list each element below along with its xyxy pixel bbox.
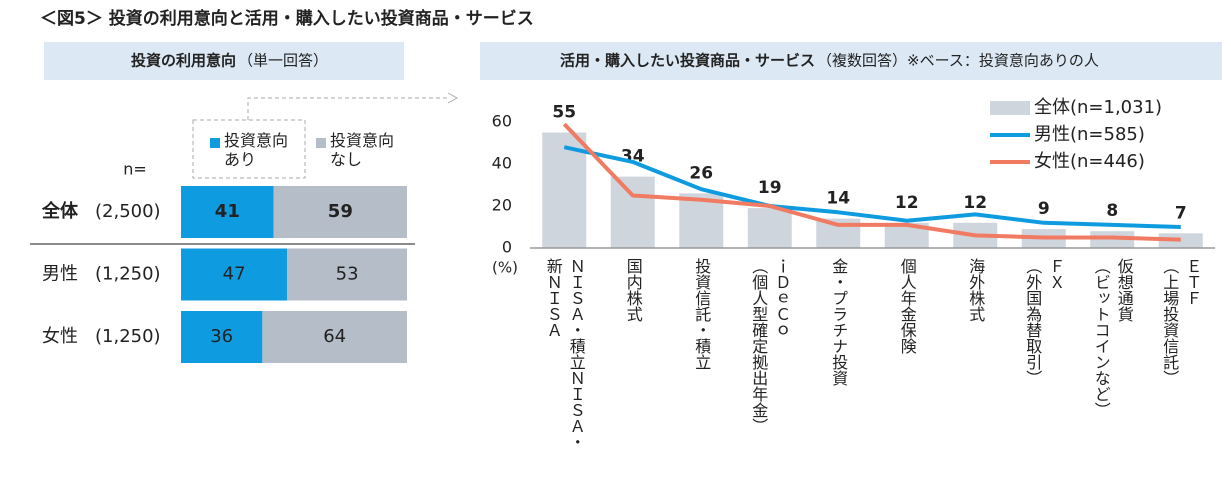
x-tick-label: （上場投資信託）: [1160, 258, 1180, 386]
value-label: 41: [215, 201, 240, 222]
legend-label: 女性(n=446): [1034, 151, 1145, 172]
page-title: ＜図5＞ 投資の利用意向と活用・購入したい投資商品・サービス: [40, 8, 534, 29]
value-label: 9: [1038, 199, 1050, 219]
value-label: 55: [552, 103, 576, 123]
x-tick-label: 国内株式: [623, 258, 643, 322]
value-label: 12: [895, 193, 919, 213]
legend-swatch: [316, 138, 326, 148]
x-tick-label: ｉＤｅＣｏ: [772, 258, 792, 338]
bar: [610, 176, 655, 248]
panel-title: 活用・購入したい投資商品・サービス: [560, 52, 815, 70]
line: [562, 122, 1181, 242]
value-label: 64: [323, 326, 346, 347]
right-header-box: [480, 42, 1222, 80]
x-tick-label: 新ＮＩＳＡ: [543, 258, 563, 338]
row-label: 女性: [42, 326, 78, 347]
legend-label: 全体(n=1,031): [1034, 97, 1162, 118]
x-tick-label: 個人年金保険: [897, 258, 917, 354]
value-label: 36: [210, 326, 233, 347]
x-tick-label: 仮想通貨: [1114, 258, 1134, 322]
legend-swatch: [990, 101, 1030, 115]
y-tick-label: 40: [492, 154, 512, 173]
y-tick-label: 60: [492, 112, 512, 131]
bar-segment: [273, 186, 407, 238]
bar-segment: [287, 248, 407, 301]
x-tick-label: （外国為替取引）: [1023, 258, 1043, 386]
bar-segment: [262, 311, 407, 363]
value-label: 14: [826, 189, 850, 209]
legend-label: 男性(n=585): [1034, 124, 1145, 145]
value-label: 7: [1175, 203, 1187, 223]
x-tick-label: 金・プラチナ投資: [829, 258, 849, 386]
legend-swatch: [210, 138, 220, 148]
y-tick-label: 0: [502, 238, 512, 257]
value-label: 19: [758, 178, 782, 198]
bar: [1090, 231, 1135, 248]
legend-label: 投資意向なし: [330, 131, 395, 169]
value-label: 59: [328, 201, 353, 222]
row-n: (1,250): [95, 264, 161, 285]
x-tick-label: ＥＴＦ: [1183, 258, 1203, 306]
x-tick-label: ＦＸ: [1046, 258, 1066, 290]
bar: [1158, 233, 1203, 248]
row-label: 男性: [42, 264, 78, 285]
y-unit: (%): [492, 259, 518, 277]
x-tick-label: ＮＩＳＡ・積立ＮＩＳＡ・: [566, 258, 586, 450]
bar: [747, 208, 792, 248]
row-n: (2,500): [95, 201, 161, 222]
panel-title: 投資の利用意向: [131, 52, 236, 70]
x-tick-label: 投資信託・積立: [692, 258, 712, 370]
value-label: 47: [223, 264, 246, 285]
value-label: 26: [689, 163, 713, 183]
n-label: n=: [123, 160, 147, 179]
panel-subtitle: （単一回答）: [238, 52, 328, 70]
bar-segment: [181, 248, 288, 301]
x-tick-label: （ビットコインなど）: [1091, 258, 1111, 418]
bar-segment: [181, 186, 274, 238]
x-tick-label: （個人型確定拠出年金）: [749, 258, 769, 434]
bar-segment: [181, 311, 263, 363]
connector: [247, 97, 450, 120]
y-tick-label: 20: [492, 196, 512, 215]
line: [563, 145, 1181, 229]
row-label: 全体: [41, 200, 79, 222]
left-header-box: [44, 42, 404, 80]
legend-label: 投資意向あり: [224, 131, 289, 169]
value-label: 12: [963, 193, 987, 213]
value-label: 8: [1106, 201, 1118, 221]
legend-box: [192, 119, 306, 179]
x-tick-label: 海外株式: [966, 258, 986, 322]
panel-subtitle: （複数回答）※ベース：投資意向ありの人: [817, 52, 1099, 70]
connector-arrow: [447, 92, 459, 104]
value-label: 53: [336, 264, 359, 285]
row-n: (1,250): [95, 326, 161, 347]
